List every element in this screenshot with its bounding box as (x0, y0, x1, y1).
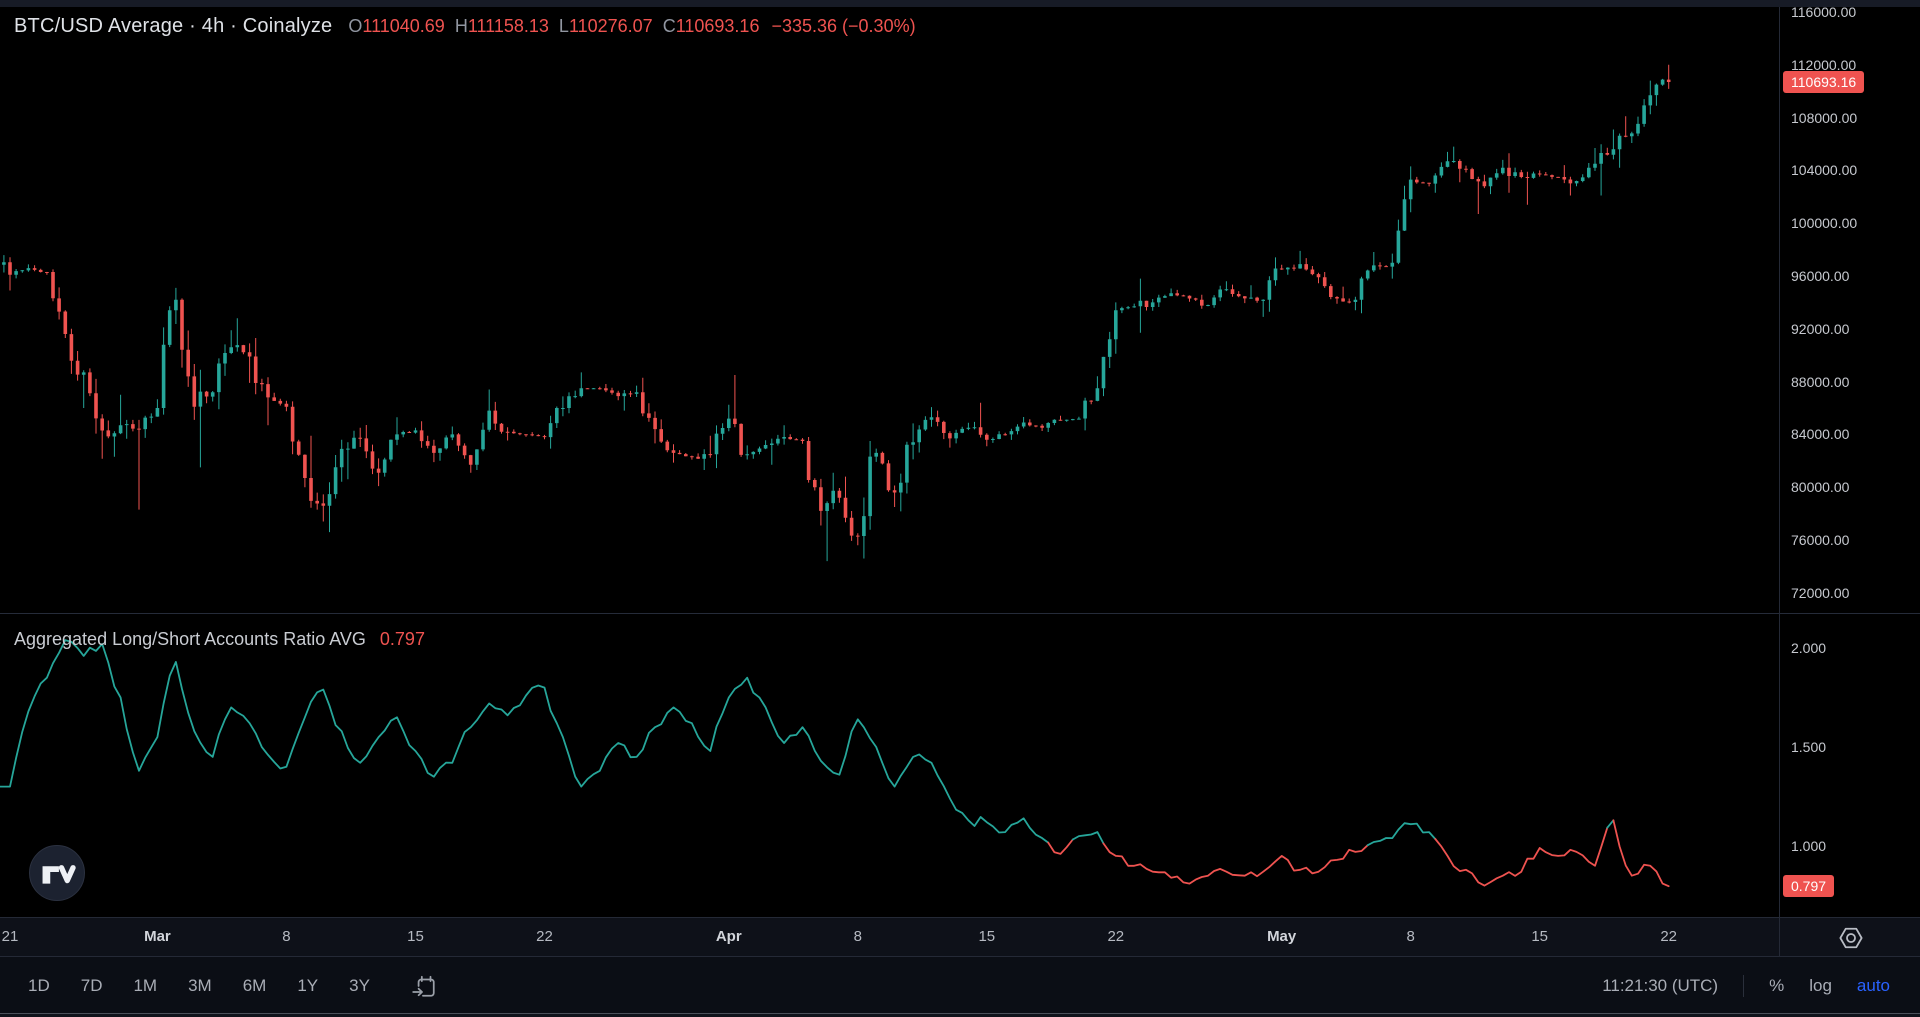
time-axis-label: 8 (1406, 928, 1415, 945)
time-axis-label: 22 (1107, 928, 1125, 945)
range-6m-button[interactable]: 6M (242, 975, 267, 995)
price-axis-label: 104000.00 (1791, 162, 1858, 179)
range-3m-button[interactable]: 3M (188, 975, 212, 995)
toolbar-right: 11:21:30 (UTC) % log auto (1602, 974, 1890, 997)
price-axis-label: 76000.00 (1791, 532, 1850, 548)
price-pane-legend: BTC/USD Average · 4h · Coinalyze O111040… (14, 15, 916, 38)
price-axis-label: 96000.00 (1791, 268, 1850, 284)
price-axis-label: 84000.00 (1791, 426, 1850, 443)
time-axis-label: 8 (853, 928, 862, 945)
time-axis-label: 21 (1, 928, 19, 945)
open-value: 111040.69 (362, 16, 445, 36)
high-value: 111158.13 (467, 16, 549, 36)
price-axis-label: 112000.00 (1791, 56, 1857, 73)
range-1d-button[interactable]: 1D (28, 975, 50, 995)
toolbar-divider (1743, 974, 1745, 997)
price-axis-label: 72000.00 (1791, 584, 1850, 601)
price-axis-label: 116000.00 (1791, 4, 1857, 20)
ratio-axis-label: 2.000 (1791, 640, 1827, 656)
window-bottom-edge (0, 1013, 1920, 1017)
axis-corner-separator (1779, 918, 1780, 957)
close-label: C (662, 16, 676, 36)
range-3y-button[interactable]: 3Y (349, 975, 370, 995)
high-label: H (454, 16, 468, 36)
percent-scale-button[interactable]: % (1769, 975, 1785, 995)
time-axis-label: 22 (1660, 928, 1678, 945)
change-value: −335.36 (−0.30%) (771, 16, 916, 36)
last-price-badge: 110693.16 (1783, 71, 1865, 94)
calendar-arrow-icon (412, 975, 435, 997)
range-buttons: 1D 7D 1M 3M 6M 1Y 3Y (26, 973, 437, 999)
low-value: 110276.07 (568, 16, 653, 36)
tradingview-logo[interactable] (29, 845, 85, 901)
symbol-title[interactable]: BTC/USD Average · 4h · Coinalyze (14, 15, 333, 37)
clock-timezone-button[interactable]: 11:21:30 (UTC) (1602, 975, 1719, 995)
log-scale-button[interactable]: log (1809, 975, 1832, 995)
time-axis-label: Mar (144, 928, 171, 945)
range-7d-button[interactable]: 7D (80, 975, 103, 995)
ratio-axis-label: 1.000 (1791, 838, 1827, 854)
low-label: L (558, 16, 569, 36)
time-axis-label: Apr (715, 928, 742, 945)
price-axis-label: 88000.00 (1791, 373, 1850, 390)
time-axis-label: 8 (282, 928, 291, 945)
price-axis-label: 80000.00 (1791, 479, 1850, 496)
time-axis-label: 15 (407, 928, 424, 945)
gear-icon[interactable] (1838, 925, 1864, 951)
time-axis-label: 22 (536, 928, 553, 945)
ratio-pane-legend: Aggregated Long/Short Accounts Ratio AVG… (14, 629, 425, 650)
indicator-value: 0.797 (379, 629, 425, 649)
window-top-edge (0, 0, 1920, 7)
price-axis-label: 100000.00 (1791, 215, 1858, 232)
range-1y-button[interactable]: 1Y (297, 975, 319, 995)
indicator-title[interactable]: Aggregated Long/Short Accounts Ratio AVG (14, 629, 366, 649)
chart-canvas[interactable] (0, 0, 1779, 956)
price-axis-label: 92000.00 (1791, 320, 1850, 337)
ratio-value-badge: 0.797 (1783, 875, 1835, 898)
go-to-date-button[interactable] (411, 973, 437, 999)
open-label: O (348, 16, 363, 36)
ratio-axis-label: 1.500 (1791, 739, 1827, 755)
time-axis-label: 15 (1531, 928, 1549, 945)
ohlc-values: O111040.69 H111158.13 L110276.07 C110693.16 (348, 16, 759, 37)
close-value: 110693.16 (675, 16, 760, 36)
price-axis-label: 108000.00 (1791, 109, 1858, 126)
tradingview-logo-icon (42, 865, 76, 884)
bottom-toolbar: 1D 7D 1M 3M 6M 1Y 3Y 11:21:30 (UTC) % lo… (0, 956, 1920, 1014)
time-axis[interactable]: 21 Mar 8 15 22 Apr 8 15 22 May 8 15 22 (0, 917, 1920, 957)
price-axis[interactable]: 110693.16 0.797 116000.00 112000.00 108000… (1779, 4, 1920, 917)
range-1m-button[interactable]: 1M (133, 975, 158, 995)
time-axis-label: May (1267, 928, 1297, 945)
pane-separator[interactable] (0, 613, 1920, 614)
time-axis-label: 15 (978, 928, 996, 945)
auto-scale-button[interactable]: auto (1856, 975, 1890, 995)
